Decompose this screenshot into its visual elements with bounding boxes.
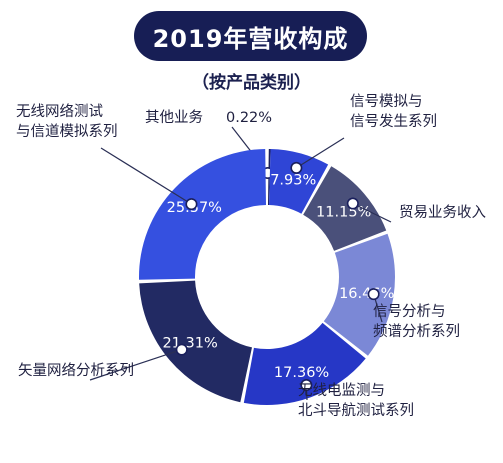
category-label-2: 贸易业务收入 (399, 203, 486, 223)
category-label-line: 频谱分析系列 (373, 324, 460, 340)
category-label-line: 矢量网络分析系列 (18, 363, 134, 379)
slice-value-label-1: 7.93% (270, 172, 316, 188)
slice-value-label-5: 21.31% (162, 335, 217, 351)
donut-slice-5 (139, 280, 252, 403)
callout-line-5 (89, 349, 182, 381)
callout-line-2 (352, 202, 392, 223)
category-label-line: 与信道模拟系列 (16, 124, 118, 140)
slice-value-label-3: 16.46% (339, 286, 394, 302)
category-label-line: 信号模拟与 (350, 94, 423, 110)
donut-slice-2 (303, 166, 387, 251)
category-label-1: 信号模拟与信号发生系列 (350, 92, 437, 132)
callout-line-6 (100, 147, 192, 205)
donut-slice-3 (323, 233, 396, 356)
chart-title-pill: 2019年营收构成 (134, 11, 367, 61)
callout-dot-4 (300, 379, 313, 392)
category-label-line: 无线电监测与 (298, 383, 385, 399)
slice-value-label-4: 17.36% (274, 365, 329, 381)
category-label-line: 无线网络测试 (16, 104, 103, 120)
category-label-line: 信号分析与 (373, 304, 446, 320)
category-label-0: 其他业务 (145, 108, 203, 128)
category-label-6: 无线网络测试 与信道模拟系列 (16, 102, 118, 142)
donut-slice-1 (269, 149, 329, 214)
callout-dot-1 (290, 161, 303, 174)
donut-slice-4 (243, 322, 366, 405)
slice-value-label-2: 11.15% (316, 204, 371, 220)
callout-dot-6 (185, 198, 198, 211)
callout-dot-2 (346, 197, 359, 210)
category-value-label-0: 0.22% (226, 110, 273, 126)
category-label-line: 贸易业务收入 (399, 205, 486, 221)
donut-slice-6 (139, 149, 266, 280)
callout-dot-5 (175, 343, 188, 356)
chart-subtitle: （按产品类别） (192, 73, 311, 93)
callout-dot-3 (367, 288, 380, 301)
category-label-4: 无线电监测与北斗导航测试系列 (298, 381, 414, 421)
category-label-line: 信号发生系列 (350, 114, 437, 130)
category-label-3: 信号分析与频谱分析系列 (373, 302, 460, 342)
category-label-line: 北斗导航测试系列 (298, 403, 414, 419)
callout-line-1 (296, 137, 345, 169)
category-label-5: 矢量网络分析系列 (18, 361, 134, 381)
category-label-line: 其他业务 (145, 110, 203, 126)
chart-title: 2019年营收构成 (152, 24, 349, 53)
